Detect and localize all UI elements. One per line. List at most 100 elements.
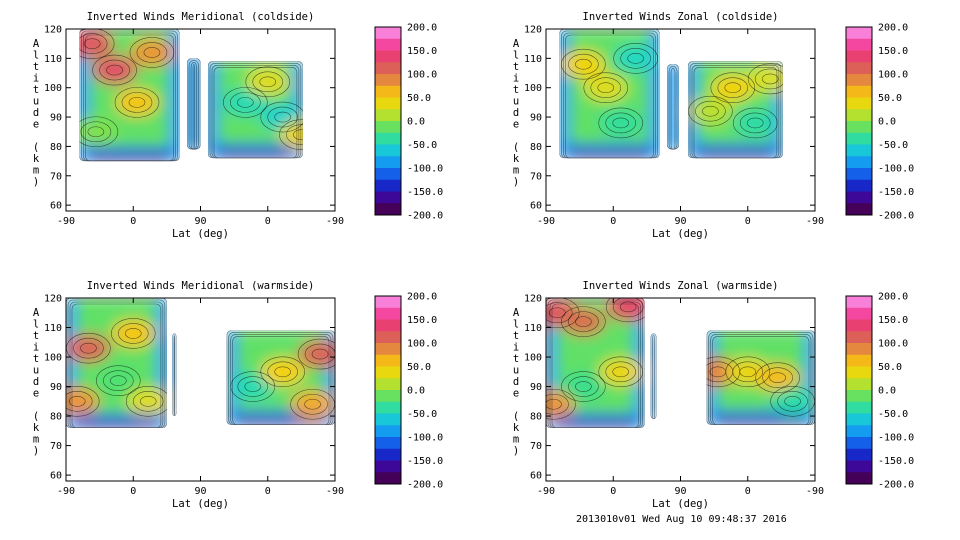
contour-line	[551, 303, 639, 428]
colorbar-band	[846, 27, 872, 40]
segment-edge-floor	[226, 419, 335, 425]
colorbar-band	[375, 448, 401, 461]
contour-line	[777, 391, 808, 412]
contour-line	[66, 386, 100, 417]
x-tick-label: 0	[745, 216, 751, 227]
contour-line	[575, 381, 592, 392]
colorbar-band	[846, 448, 872, 461]
segment-edge-left	[226, 330, 237, 425]
y-tick-label: 80	[530, 142, 542, 153]
contour-line	[563, 32, 656, 159]
contour-line	[68, 396, 86, 407]
contour-line	[546, 298, 645, 428]
contour-line	[605, 361, 637, 383]
colorbar-tick-label: 100.0	[407, 339, 437, 350]
contour-line	[575, 58, 592, 70]
colorbar-band	[375, 366, 401, 379]
segment-edge-right	[190, 58, 201, 150]
contour-line	[755, 362, 800, 393]
colorbar-band	[846, 109, 872, 122]
contour-line	[237, 376, 269, 397]
contour-line	[761, 73, 779, 85]
colorbar-tick-label: -100.0	[407, 164, 443, 175]
contour-line	[81, 30, 178, 162]
segment-edge-floor	[546, 422, 645, 428]
y-tick-label: 120	[524, 294, 542, 305]
segment-edge-right	[169, 29, 180, 162]
colorbar-band	[846, 307, 872, 320]
contour-line	[96, 365, 141, 396]
y-tick-label: 110	[44, 323, 62, 334]
contour-line	[612, 117, 630, 129]
x-tick-label: 0	[265, 216, 271, 227]
colorbar-tick-label: 150.0	[878, 46, 908, 57]
colorbar-band	[375, 425, 401, 438]
contour-line	[619, 301, 637, 313]
colorbar-tick-label: 0.0	[878, 117, 896, 128]
contour-line	[136, 42, 168, 63]
colorbar-tick-label: -200.0	[878, 480, 914, 491]
contour-line	[568, 53, 599, 75]
contour-line	[213, 66, 298, 159]
x-tick-label: 90	[194, 486, 206, 497]
segment-edge-floor	[559, 153, 660, 159]
y-tick-label: 70	[530, 171, 542, 182]
colorbar-tick-label: 100.0	[878, 339, 908, 350]
colorbar-band	[375, 437, 401, 450]
colorbar-band	[846, 144, 872, 157]
segment-edge-right	[805, 330, 815, 425]
y-tick-label: 80	[50, 412, 62, 423]
colorbar-band	[375, 85, 401, 98]
colorbar-band	[846, 132, 872, 145]
colorbar-frame	[374, 295, 402, 485]
y-tick-label: 90	[530, 113, 542, 124]
x-tick-label: 90	[194, 216, 206, 227]
contour-line	[688, 95, 733, 127]
contour-line	[546, 298, 580, 329]
colorbar: 200.0 150.0 100.0 50.0 0.0 -50.0 -100.0 -150.0 -…	[374, 292, 443, 491]
contour-line	[124, 328, 142, 339]
colorbar-band	[846, 203, 872, 216]
colorbar-band	[846, 85, 872, 98]
colorbar-band	[375, 121, 401, 134]
segment-edge-right	[772, 61, 783, 159]
colorbar-band	[846, 366, 872, 379]
chart-title: Inverted Winds Zonal (coldside)	[583, 11, 779, 23]
colorbar-band	[375, 109, 401, 122]
colorbar-tick-label: 200.0	[407, 292, 437, 303]
colorbar-band	[375, 179, 401, 192]
contour-line	[192, 64, 195, 150]
contour-line	[652, 335, 655, 420]
x-axis-label: Lat (deg)	[172, 228, 229, 240]
panel-zonal-coldside: Inverted Winds Zonal (coldside) 60 70 80 90 1…	[513, 11, 914, 240]
colorbar-band	[375, 144, 401, 157]
contour-line	[129, 37, 175, 68]
contour-line	[590, 77, 622, 99]
x-tick-label: -90	[806, 486, 824, 497]
contour-line	[80, 342, 97, 354]
contour-line	[717, 77, 749, 99]
colorbar-band	[375, 296, 401, 309]
contour-line	[583, 72, 629, 104]
contour-line	[561, 306, 606, 337]
contour-line	[293, 129, 303, 140]
colorbar-band	[846, 97, 872, 110]
contour-line	[605, 112, 637, 134]
chart-title: Inverted Winds Meridional (warmside)	[87, 280, 315, 292]
x-tick-label: -90	[57, 486, 75, 497]
x-tick-label: 0	[610, 486, 616, 497]
x-tick-label: -90	[326, 486, 344, 497]
y-tick-label: 90	[530, 382, 542, 393]
contour-line	[128, 97, 146, 108]
contour-line	[568, 311, 599, 332]
colorbar-band	[375, 168, 401, 181]
contour-line	[279, 119, 303, 150]
colorbar-tick-label: -50.0	[407, 140, 437, 151]
contour-line	[83, 38, 101, 49]
contour-line	[252, 71, 284, 93]
contour-line	[689, 62, 782, 159]
contour-line	[784, 396, 801, 407]
contour-line	[613, 43, 658, 74]
contour-line	[695, 100, 726, 122]
